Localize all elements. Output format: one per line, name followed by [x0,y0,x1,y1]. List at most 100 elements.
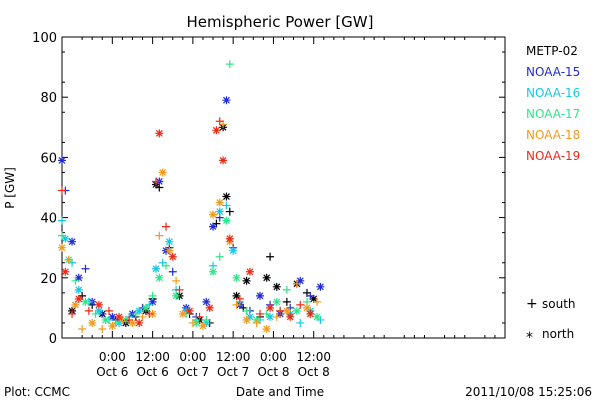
south-point [64,255,73,264]
south-point [296,300,305,309]
south-point [148,291,157,300]
series-metp-02 [68,123,318,327]
north-point [88,318,97,327]
south-point [276,306,285,315]
chart-title: Hemispheric Power [GW] [187,13,374,31]
north-point [309,294,318,303]
north-point [172,291,181,300]
south-point [104,306,113,315]
north-point [313,312,322,321]
north-point [232,273,241,282]
north-point [135,306,144,315]
legend-entry: NOAA-17 [526,107,580,121]
series-noaa-18 [58,120,322,333]
x-axis-label: Date and Time [236,385,324,399]
south-point [306,291,315,300]
north-point [262,273,271,282]
north-point [302,303,311,312]
south-point [175,285,184,294]
north-point [165,246,174,255]
north-point [215,207,224,216]
north-point [165,237,174,246]
south-point [78,324,87,333]
south-point [58,186,66,195]
south-point [225,207,234,216]
south-point [58,216,66,225]
north-point [74,285,83,294]
north-point [178,309,187,318]
north-point [245,267,254,276]
north-point [212,126,221,135]
north-point [266,303,275,312]
south-point [256,309,265,318]
south-point [81,264,90,273]
north-point [225,234,234,243]
north-point [128,318,137,327]
x-tick-date-label: Oct 7 [177,365,209,379]
legend-marker-label: south [542,297,576,311]
north-point [229,246,238,255]
north-point [272,282,281,291]
legend-marker-symbol: * [526,330,533,346]
south-point [202,315,211,324]
south-point [155,231,164,240]
y-tick-label: 100 [32,31,57,46]
north-point [219,156,228,165]
south-point [232,300,241,309]
south-point [138,312,147,321]
north-point [245,312,254,321]
legend-entry: NOAA-15 [526,65,580,79]
south-point [131,309,140,318]
north-point [185,306,194,315]
y-tick-label: 60 [40,151,57,166]
south-point [84,306,93,315]
south-point [242,306,251,315]
x-tick-time-label: 0:00 [260,350,287,364]
north-point [108,312,117,321]
south-point [266,252,275,261]
series-noaa-19 [58,117,315,327]
north-point [222,192,231,201]
north-point [58,156,66,165]
north-point [209,210,218,219]
north-point [316,282,325,291]
plot-credit: Plot: CCMC [4,385,70,399]
y-tick-label: 0 [49,332,57,347]
north-point [61,267,70,276]
north-point [68,237,77,246]
south-point [68,309,77,318]
north-point [158,168,167,177]
y-tick-label: 20 [40,272,57,287]
south-point [215,117,224,126]
north-point [232,291,241,300]
north-point [58,243,66,252]
north-point [209,267,218,276]
north-point [74,294,83,303]
north-point [202,297,211,306]
north-point [266,312,275,321]
north-point [242,315,251,324]
south-point [172,276,181,285]
x-tick-date-label: Oct 8 [298,365,330,379]
north-point [81,297,90,306]
north-point [306,309,315,318]
south-point [188,318,197,327]
south-point [71,276,80,285]
north-point [256,291,265,300]
south-point [162,261,171,270]
north-point [94,306,103,315]
south-point [262,309,271,318]
x-tick-date-label: Oct 7 [217,365,249,379]
north-point [205,303,214,312]
x-tick-time-label: 0:00 [99,350,126,364]
north-point [209,222,218,231]
legend-marker-label: north [542,327,574,341]
x-tick-date-label: Oct 8 [257,365,289,379]
south-point [282,297,291,306]
north-point [108,321,117,330]
x-tick-time-label: 12:00 [296,350,331,364]
south-point [292,279,301,288]
south-point [58,231,66,240]
south-point [125,315,134,324]
south-point [98,324,107,333]
